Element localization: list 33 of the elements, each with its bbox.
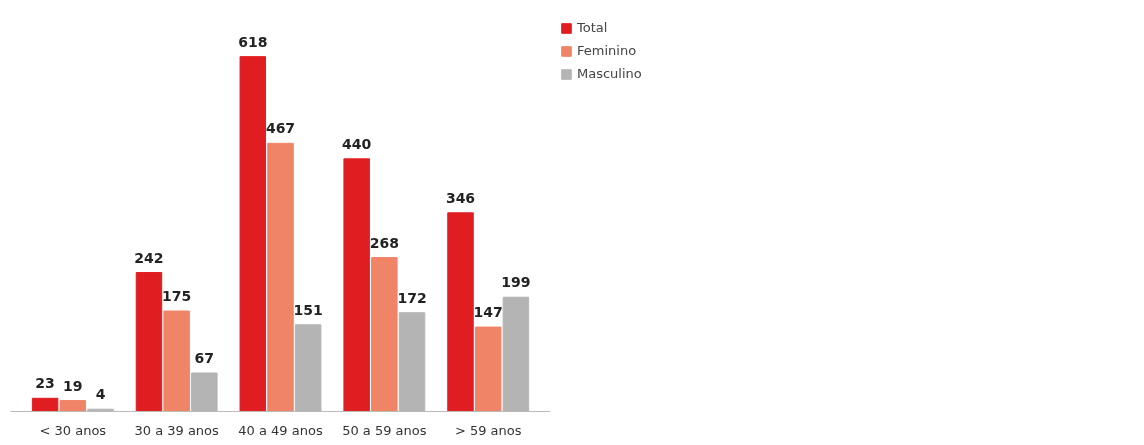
data-label: 268	[369, 234, 399, 251]
data-label: 172	[397, 289, 427, 306]
data-label: 346	[445, 189, 476, 206]
legend-label: Masculino	[577, 66, 642, 81]
bar	[239, 56, 267, 412]
x-tick-label: 50 a 59 anos	[342, 422, 427, 438]
data-label: 19	[63, 377, 83, 394]
data-label: 23	[35, 375, 55, 392]
data-label: 618	[238, 33, 268, 50]
data-label: 175	[162, 288, 192, 305]
bar	[474, 326, 502, 412]
bar	[343, 158, 370, 412]
data-label: 151	[293, 301, 323, 318]
data-label: 147	[473, 304, 503, 321]
bar	[163, 310, 190, 412]
data-label: 242	[134, 249, 164, 266]
bar	[371, 257, 398, 412]
data-label: 440	[342, 135, 372, 152]
legend-label: Feminino	[577, 43, 637, 58]
bar	[135, 272, 163, 412]
x-tick-label: < 30 anos	[39, 422, 107, 438]
bar	[267, 142, 294, 412]
x-tick-label: 30 a 39 anos	[134, 422, 220, 438]
data-label: 4	[95, 386, 106, 403]
x-tick-label: 40 a 49 anos	[238, 422, 323, 438]
x-tick-label: > 59 anos	[454, 422, 522, 438]
bar	[59, 400, 87, 412]
data-label: 199	[501, 274, 531, 291]
bar	[31, 397, 59, 412]
bar	[447, 212, 474, 412]
legend-label: Total	[577, 20, 608, 35]
data-label: 67	[194, 350, 215, 367]
data-label: 467	[265, 120, 296, 137]
